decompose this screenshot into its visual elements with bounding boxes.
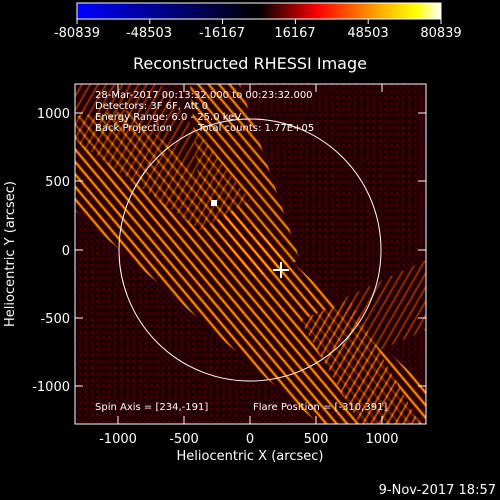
overlay-flare-position: Flare Position = [-310,391] bbox=[253, 402, 387, 413]
overlay-time-range: 28-Mar-2017 00:13:32.000 to 00:23:32.000 bbox=[95, 90, 313, 101]
footer-date: 9-Nov-2017 18:57 bbox=[379, 483, 496, 498]
upper-fringe-lobe bbox=[190, 84, 300, 280]
y-tick-label-3: -500 bbox=[40, 312, 70, 327]
colorbar-tick-5: 80839 bbox=[420, 26, 461, 41]
x-tick-label-4: 1000 bbox=[365, 432, 398, 447]
solar-limb-circle bbox=[118, 118, 382, 382]
overlay-total-counts: Total counts: 1.77E+05 bbox=[197, 123, 314, 134]
lower-fringe-lobe bbox=[300, 300, 420, 424]
y-tick-label-0: 1000 bbox=[37, 107, 70, 122]
colorbar-gradient bbox=[76, 2, 442, 20]
plot-title: Reconstructed RHESSI Image bbox=[133, 54, 367, 73]
colorbar: -80839 -48503 -16167 16167 48503 80839 bbox=[54, 2, 462, 41]
upper-left-fringes bbox=[75, 84, 250, 230]
x-tick-label-1: -500 bbox=[169, 432, 199, 447]
axis-tick-marks bbox=[75, 84, 426, 424]
x-axis-label: Heliocentric X (arcsec) bbox=[177, 449, 324, 464]
x-tick-label-2: 0 bbox=[246, 432, 254, 447]
colorbar-tick-2: -16167 bbox=[199, 26, 245, 41]
x-tick-label-0: -1000 bbox=[99, 432, 137, 447]
y-axis: 1000 500 0 -500 -1000 Heliocentric Y (ar… bbox=[3, 107, 70, 395]
overlay-energy-range: Energy Range: 6.0 - 25.0 keV bbox=[95, 112, 241, 123]
overlay-spin-axis: Spin Axis = [234,-191] bbox=[95, 402, 208, 413]
colorbar-tick-4: 48503 bbox=[347, 26, 388, 41]
overlay-method: Back Projection bbox=[95, 123, 172, 134]
y-tick-label-2: 0 bbox=[62, 244, 70, 259]
plot-area: 28-Mar-2017 00:13:32.000 to 00:23:32.000… bbox=[74, 83, 427, 425]
colorbar-tick-1: -48503 bbox=[126, 26, 172, 41]
spin-axis-marker bbox=[273, 262, 289, 278]
x-axis: -1000 -500 0 500 1000 Heliocentric X (ar… bbox=[99, 432, 398, 464]
y-axis-label: Heliocentric Y (arcsec) bbox=[3, 181, 18, 327]
colorbar-tick-3: 16167 bbox=[274, 26, 315, 41]
flare-source-spot bbox=[211, 200, 217, 206]
y-tick-label-4: -1000 bbox=[32, 380, 70, 395]
overlay-detectors: Detectors: 3F 6F, Att 0 bbox=[95, 101, 208, 112]
colorbar-tick-0: -80839 bbox=[54, 26, 100, 41]
right-fringes bbox=[340, 260, 426, 350]
x-tick-label-3: 500 bbox=[304, 432, 329, 447]
y-tick-label-1: 500 bbox=[45, 175, 70, 190]
